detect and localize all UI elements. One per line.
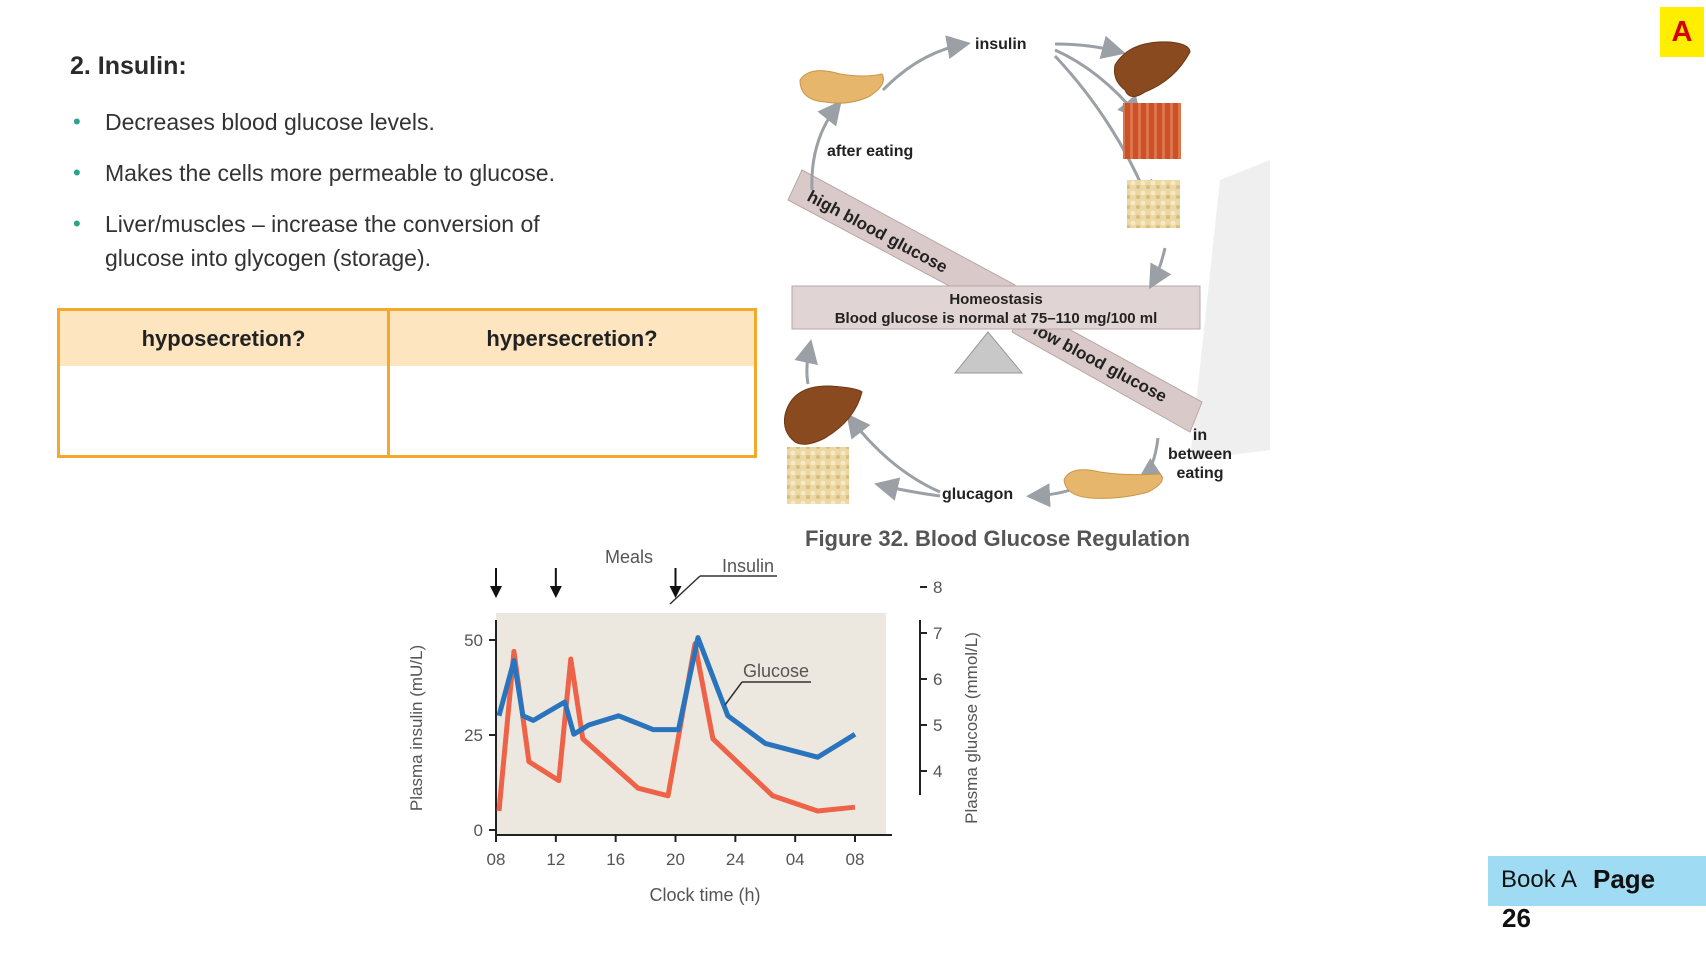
y-right-tick-label: 8 (933, 578, 942, 597)
liver-bottom-icon (784, 385, 863, 445)
blood-glucose-regulation-figure: high blood glucose low blood glucose Hom… (770, 30, 1270, 516)
table-divider (387, 311, 390, 455)
glucose-leader-line (724, 681, 743, 706)
homeostasis-title: Homeostasis (949, 291, 1042, 308)
bullet-text: Makes the cells more permeable to glucos… (105, 160, 555, 186)
x-tick-label: 08 (487, 850, 506, 869)
y-right-tick-label: 5 (933, 716, 942, 735)
watermark-shape (1190, 160, 1270, 460)
meal-arrow-head (669, 586, 682, 598)
x-tick-label: 20 (666, 850, 685, 869)
y-right-tick-label: 7 (933, 624, 942, 643)
liver-top-icon (1114, 41, 1191, 97)
bullet-text: Liver/muscles – increase the conversion … (105, 211, 540, 271)
figure-caption: Figure 32. Blood Glucose Regulation (805, 526, 1191, 551)
bullet-dot-icon: • (73, 211, 81, 236)
meal-arrow-head (490, 586, 502, 598)
y-axis-right-title: Plasma glucose (mmol/L) (962, 632, 981, 824)
y-axis-left-title: Plasma insulin (mU/L) (407, 645, 426, 811)
arrow-to-glycogen (874, 477, 941, 501)
glucose-series-label: Glucose (743, 661, 809, 681)
insulin-glucose-chart: Meals Plasma insulin (mU/L) Plasma gluco… (407, 547, 981, 905)
page-label: Page (1593, 864, 1656, 894)
meals-annotation: Meals (605, 547, 653, 567)
plot-background (496, 613, 886, 835)
glucagon-label: glucagon (942, 486, 1013, 503)
bullet-item: • Decreases blood glucose levels. (70, 105, 690, 139)
bullet-list: • Decreases blood glucose levels. • Makes … (70, 105, 690, 292)
bullet-item: • Liver/muscles – increase the conversion… (70, 207, 585, 275)
after-eating-label: after eating (827, 143, 913, 160)
y-right-tick-label: 4 (933, 762, 942, 781)
insulin-label: insulin (975, 36, 1027, 53)
section-heading: 2. Insulin: (70, 52, 187, 80)
arrow-to-insulin (881, 35, 971, 92)
y-left-tick-label: 0 (474, 821, 483, 840)
bullet-dot-icon: • (73, 160, 81, 185)
x-tick-label: 04 (786, 850, 805, 869)
fulcrum-triangle (953, 331, 1024, 374)
in-between-label-1: in (1193, 427, 1207, 444)
homeostasis-text: Blood glucose is normal at 75–110 mg/100… (835, 310, 1158, 327)
x-tick-label: 12 (546, 850, 565, 869)
x-tick-label: 16 (606, 850, 625, 869)
muscle-icon (1123, 103, 1181, 159)
page-number: 26 (1502, 903, 1531, 933)
in-between-label-3: eating (1176, 465, 1223, 482)
section-badge: A (1660, 7, 1704, 57)
pancreas-bottom-icon (1063, 469, 1163, 499)
arrow-to-liver (1054, 35, 1126, 59)
arrow-to-glucagon (1026, 483, 1071, 508)
glycogen-tissue-icon (787, 447, 849, 504)
adipose-tissue-top-icon (1127, 180, 1180, 228)
y-left-tick-label: 50 (464, 631, 483, 650)
arrow-to-homeostasis-left (794, 339, 818, 385)
meal-arrow-head (549, 586, 562, 598)
hypersecretion-header: hypersecretion? (390, 311, 754, 366)
y-left-tick-label: 25 (464, 726, 483, 745)
arrow-to-homeostasis-right (1149, 247, 1172, 290)
homeostasis-box: Homeostasis Blood glucose is normal at 7… (791, 285, 1201, 330)
question-table: hyposecretion? hypersecretion? (57, 308, 757, 458)
insulin-leader-line (669, 575, 701, 605)
insulin-series-line (496, 641, 856, 814)
page-label-box: Book A Page (1488, 856, 1706, 906)
arrow-to-pancreas-top (810, 100, 842, 191)
x-tick-label: 08 (846, 850, 865, 869)
bullet-item: • Makes the cells more permeable to gluco… (70, 156, 690, 190)
hyposecretion-header: hyposecretion? (60, 311, 387, 366)
insulin-series-label: Insulin (722, 556, 774, 576)
in-between-label-2: between (1168, 446, 1232, 463)
pancreas-top-icon (799, 70, 884, 104)
x-axis-title: Clock time (h) (649, 885, 760, 905)
x-tick-label: 24 (726, 850, 745, 869)
arrow-to-lower-liver (846, 413, 941, 494)
book-label: Book A (1501, 866, 1578, 893)
bullet-dot-icon: • (73, 109, 81, 134)
y-right-tick-label: 6 (933, 670, 942, 689)
bullet-text: Decreases blood glucose levels. (105, 109, 435, 135)
glucose-series-line (496, 635, 857, 760)
